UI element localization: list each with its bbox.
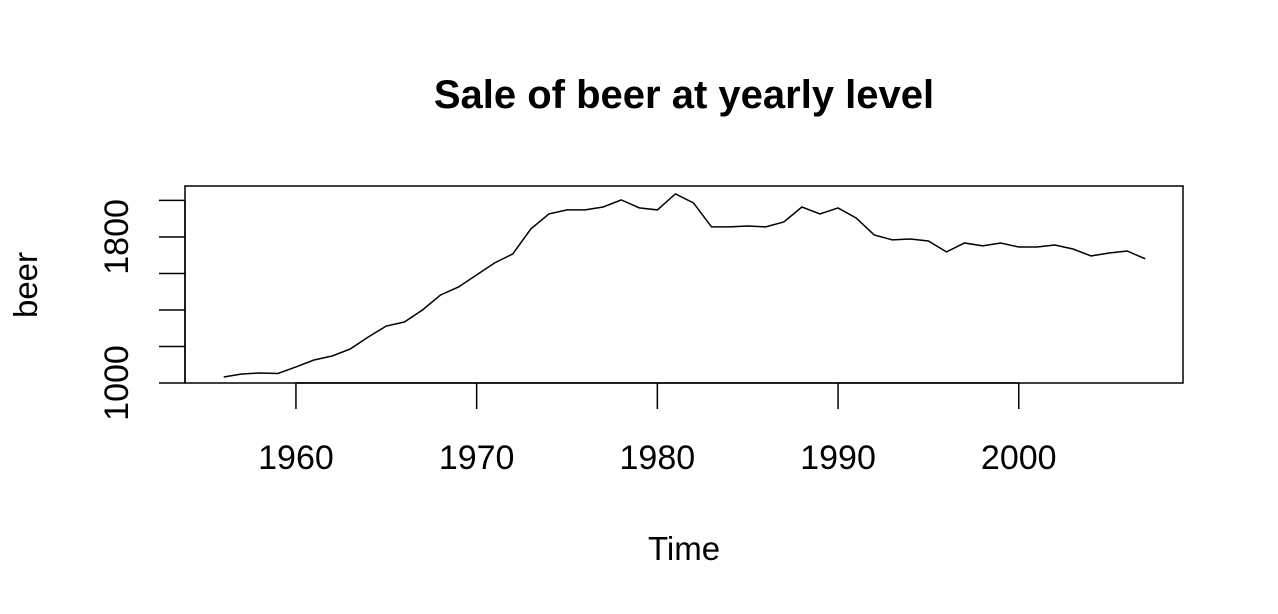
data-line	[223, 192, 1146, 378]
x-tick-label: 1980	[620, 439, 696, 477]
x-tick-label: 1990	[800, 439, 876, 477]
x-tick-label: 2000	[981, 439, 1057, 477]
x-axis-label: Time	[648, 530, 720, 567]
y-tick-label: 1800	[98, 199, 136, 275]
x-tick-label: 1960	[258, 439, 334, 477]
y-axis-label: beer	[7, 252, 44, 318]
x-tick-label: 1970	[439, 439, 515, 477]
chart-title: Sale of beer at yearly level	[434, 73, 934, 117]
y-tick-label: 1000	[98, 345, 136, 421]
plot-frame	[184, 185, 1184, 384]
